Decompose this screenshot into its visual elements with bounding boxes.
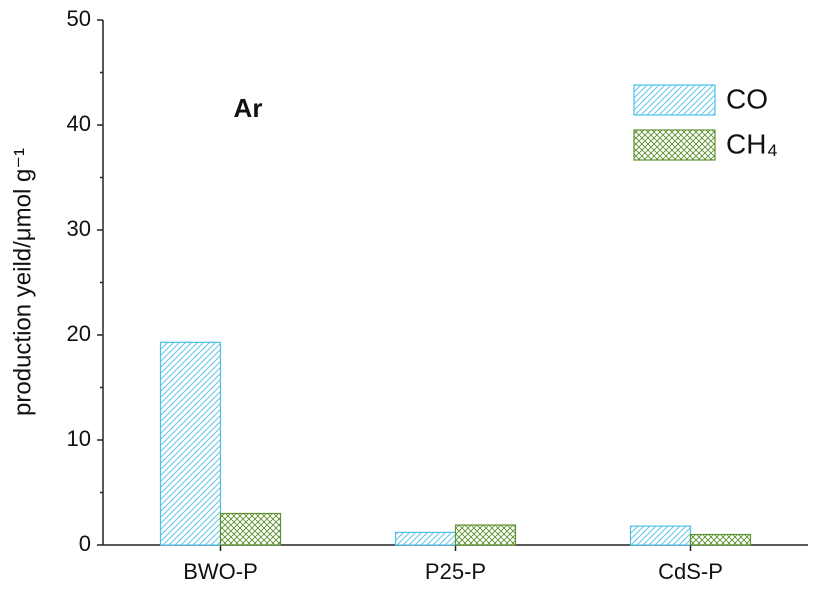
bar: [159, 341, 222, 546]
legend-swatch: [633, 129, 716, 161]
bar: [219, 512, 282, 546]
y-tick-label: 0: [79, 531, 91, 556]
legend-swatch: [633, 84, 716, 116]
x-tick-label: BWO-P: [183, 559, 258, 584]
x-tick-label: P25-P: [425, 559, 486, 584]
annotation: Ar: [234, 93, 263, 123]
y-tick-label: 40: [67, 111, 91, 136]
y-tick-label: 50: [67, 6, 91, 31]
legend-label: CH₄: [726, 128, 778, 159]
legend-label: CO: [726, 83, 768, 114]
x-tick-label: CdS-P: [658, 559, 723, 584]
y-tick-label: 30: [67, 216, 91, 241]
bar: [689, 533, 752, 546]
y-tick-label: 10: [67, 426, 91, 451]
bar: [629, 525, 692, 546]
y-tick-label: 20: [67, 321, 91, 346]
bar: [394, 531, 457, 546]
bar: [454, 524, 517, 546]
y-axis-label: production yeild/μmol g⁻¹: [9, 148, 36, 416]
